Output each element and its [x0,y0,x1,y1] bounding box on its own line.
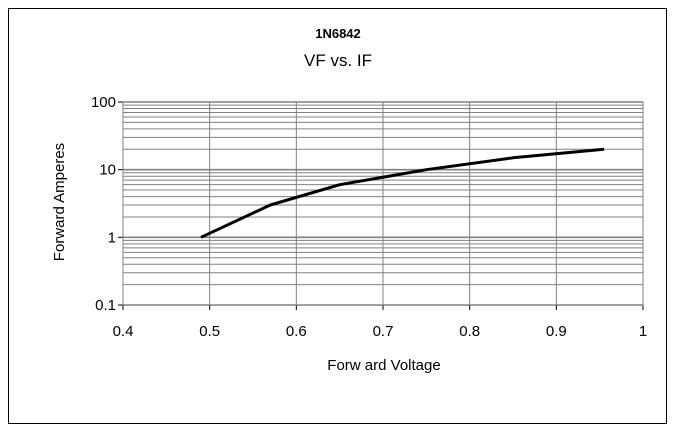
x-tick-label: 0.4 [113,323,134,340]
series-layer [200,147,605,239]
x-tick-label: 0.5 [199,323,220,340]
x-axis-ticks: 0.4 0.5 0.6 0.7 0.8 0.9 1 [113,323,648,340]
y-axis-label: Forward Amperes [51,143,68,261]
y-axis-ticks: 0.1 1 10 100 [91,94,116,314]
y-tick-label: 10 [99,162,116,179]
series-line [200,147,605,239]
x-tick-label: 0.6 [286,323,307,340]
x-tick-label: 0.9 [546,323,567,340]
y-tick-label: 100 [91,94,116,111]
x-axis-label: Forw ard Voltage [327,357,440,374]
x-tick-label: 1 [639,323,647,340]
grid [118,101,644,310]
chart-title: 1N6842 [315,26,361,41]
chart-subtitle: VF vs. IF [304,51,372,70]
y-tick-label: 1 [108,229,116,246]
x-tick-label: 0.8 [459,323,480,340]
y-tick-label: 0.1 [95,297,116,314]
x-tick-label: 0.7 [373,323,394,340]
chart-frame [8,8,667,424]
plot-area [122,101,644,306]
